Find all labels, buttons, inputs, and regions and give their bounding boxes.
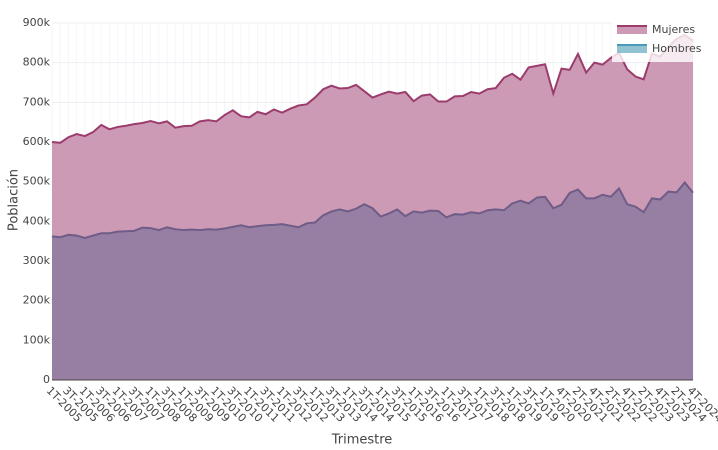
y-tick-label: 700k (23, 95, 51, 108)
legend-label: Mujeres (652, 23, 695, 36)
x-axis-title: Trimestre (331, 433, 393, 448)
y-tick-label: 100k (23, 333, 51, 346)
y-tick-label: 200k (23, 294, 51, 307)
y-tick-label: 0 (43, 373, 50, 386)
y-tick-label: 900k (23, 16, 51, 29)
y-axis-title: Población (7, 169, 22, 231)
legend-swatch (617, 26, 647, 34)
area-line (51, 180, 694, 240)
y-tick-label: 400k (23, 214, 51, 227)
area-line (51, 33, 694, 144)
y-tick-label: 800k (23, 56, 51, 69)
y-tick-label: 500k (23, 175, 51, 188)
legend-swatch (617, 45, 647, 53)
y-tick-label: 600k (23, 135, 51, 148)
y-tick-label: 300k (23, 254, 51, 267)
legend-label: Hombres (652, 42, 702, 55)
area-fill (52, 182, 693, 380)
